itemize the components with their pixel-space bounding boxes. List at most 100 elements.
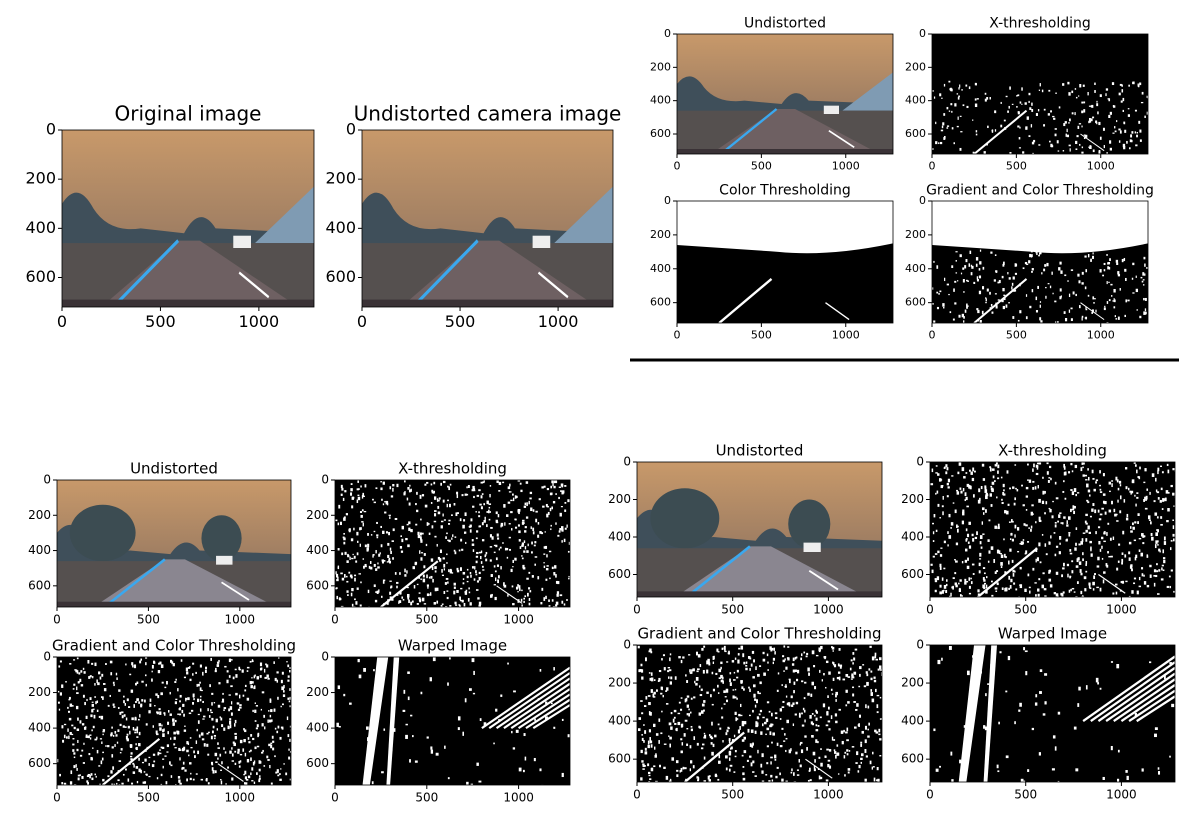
- pixel: [546, 488, 550, 491]
- pixel: [1104, 305, 1106, 308]
- pixel: [59, 660, 62, 663]
- pixel: [1056, 321, 1059, 323]
- pixel: [1075, 140, 1078, 145]
- pixel: [437, 499, 440, 502]
- pixel: [781, 727, 784, 730]
- pixel: [458, 549, 461, 552]
- pixel: [845, 689, 848, 693]
- pixel: [162, 765, 164, 769]
- pixel: [932, 303, 934, 305]
- pixel: [561, 772, 564, 778]
- pixel: [336, 722, 339, 727]
- pixel: [115, 734, 118, 737]
- pixel: [246, 697, 250, 701]
- pixel: [817, 725, 820, 727]
- pixel: [1083, 576, 1087, 580]
- pixel: [179, 782, 182, 785]
- pixel: [453, 586, 456, 589]
- pixel: [228, 708, 231, 712]
- pixel: [749, 714, 751, 717]
- pixel: [196, 683, 198, 686]
- pixel: [210, 657, 212, 661]
- pixel: [1048, 89, 1051, 92]
- pixel: [1091, 508, 1094, 512]
- pixel: [841, 740, 844, 745]
- pixel: [1025, 316, 1028, 320]
- pixel: [145, 657, 148, 659]
- pixel: [100, 715, 104, 720]
- pixel: [1057, 150, 1060, 152]
- pixel: [966, 279, 968, 282]
- pixel: [499, 546, 502, 549]
- pixel: [1036, 252, 1038, 256]
- pixel: [842, 678, 846, 681]
- pixel: [174, 747, 177, 749]
- pixel: [278, 773, 281, 775]
- pixel: [948, 513, 951, 518]
- pixel: [540, 602, 543, 605]
- pixel: [189, 678, 192, 682]
- pixel: [939, 566, 942, 570]
- pixel: [506, 556, 509, 559]
- pixel: [92, 708, 95, 710]
- pixel: [186, 741, 189, 745]
- pixel: [975, 257, 979, 261]
- pixel: [1012, 569, 1015, 573]
- pixel: [346, 590, 349, 593]
- pixel: [355, 560, 358, 563]
- pixel: [415, 523, 418, 526]
- pixel: [287, 679, 290, 682]
- pixel: [757, 717, 760, 720]
- pixel: [665, 690, 668, 692]
- pixel: [375, 549, 377, 554]
- streak: [532, 704, 570, 730]
- pixel: [1063, 466, 1066, 470]
- pixel: [994, 293, 997, 295]
- pixel: [568, 541, 570, 545]
- pixel: [81, 723, 85, 726]
- pixel: [73, 726, 76, 730]
- pixel: [1103, 269, 1106, 272]
- pixel: [526, 577, 529, 580]
- lane: [1080, 133, 1105, 152]
- pixel: [561, 528, 564, 532]
- pixel: [76, 692, 79, 695]
- pixel: [77, 774, 80, 777]
- pixel: [419, 550, 421, 554]
- pixel: [445, 536, 447, 539]
- pixel: [838, 708, 841, 711]
- pixel: [136, 726, 139, 731]
- pixel: [220, 780, 223, 785]
- pixel: [264, 726, 266, 730]
- pixel: [507, 594, 509, 597]
- pixel: [762, 651, 765, 655]
- pixel: [472, 549, 475, 552]
- pixel: [846, 739, 849, 742]
- pixel: [843, 729, 845, 733]
- pixel: [500, 522, 504, 527]
- pixel: [491, 593, 493, 597]
- pixel: [437, 511, 441, 515]
- pixel: [1094, 82, 1096, 86]
- pixel: [989, 493, 992, 497]
- pixel: [800, 653, 803, 657]
- pixel: [417, 534, 421, 539]
- pixel: [543, 553, 546, 555]
- pixel: [815, 724, 818, 727]
- pixel: [1099, 513, 1103, 516]
- pixel: [754, 698, 757, 701]
- pixel: [1144, 263, 1146, 267]
- pixel: [1050, 477, 1052, 481]
- pixel: [288, 748, 290, 751]
- tree: [788, 499, 831, 549]
- pixel: [257, 733, 259, 738]
- pixel: [669, 743, 672, 748]
- pixel: [419, 532, 422, 536]
- pixel: [1169, 547, 1172, 551]
- pixel: [1092, 588, 1095, 591]
- pixel: [1039, 304, 1041, 308]
- pixel: [280, 726, 284, 729]
- pixel: [120, 748, 123, 751]
- pixel: [157, 694, 160, 699]
